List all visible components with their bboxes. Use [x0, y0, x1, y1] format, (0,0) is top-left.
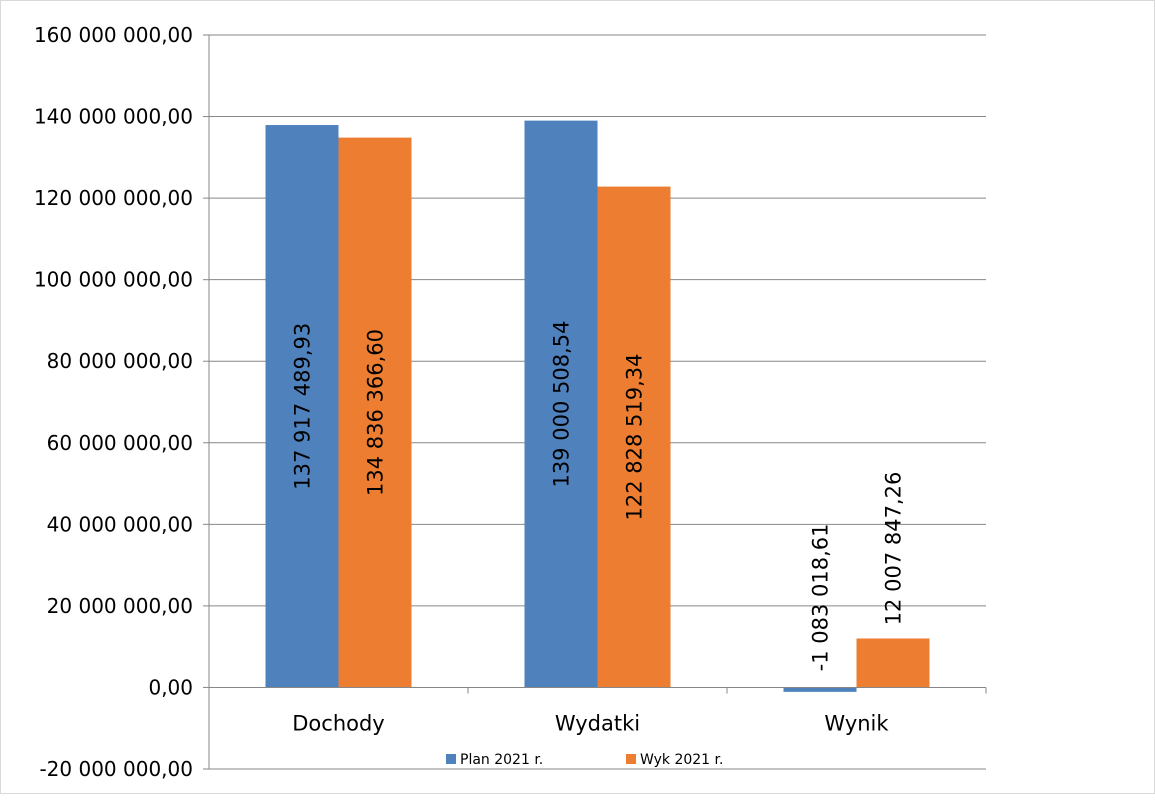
x-category-label: Dochody [292, 711, 384, 735]
bar-wyk-2021-r--dochody [338, 137, 412, 688]
data-label: 122 828 519,34 [622, 354, 646, 521]
bar-wyk-2021-r--wydatki [597, 186, 671, 688]
y-tick-label: 100 000 000,00 [34, 268, 193, 292]
bar-plan-2021-r--wydatki [524, 120, 598, 688]
y-tick-label: 40 000 000,00 [47, 512, 193, 536]
y-tick-label: 80 000 000,00 [47, 349, 193, 373]
bar-plan-2021-r--wynik [783, 687, 857, 692]
legend-swatch-1 [446, 754, 456, 764]
bar-wyk-2021-r--wynik [856, 638, 930, 688]
data-label: 137 917 489,93 [290, 323, 314, 490]
x-category-label: Wydatki [555, 711, 640, 735]
data-label: 12 007 847,26 [881, 472, 905, 626]
y-tick-label: 120 000 000,00 [34, 186, 193, 210]
y-tick-label: 160 000 000,00 [34, 23, 193, 47]
y-tick-label: 20 000 000,00 [47, 594, 193, 618]
y-tick-label: 0,00 [148, 675, 193, 699]
legend-label-2: Wyk 2021 r. [640, 752, 723, 768]
data-label: -1 083 018,61 [808, 524, 832, 672]
legend-swatch-2 [626, 754, 636, 764]
data-label: 139 000 508,54 [549, 321, 573, 488]
data-label: 134 836 366,60 [363, 329, 387, 496]
y-tick-label: -20 000 000,00 [39, 757, 193, 781]
y-tick-label: 60 000 000,00 [47, 431, 193, 455]
y-tick-label: 140 000 000,00 [34, 105, 193, 129]
legend-label-1: Plan 2021 r. [460, 752, 543, 768]
x-category-label: Wynik [824, 711, 889, 735]
bar-plan-2021-r--dochody [265, 125, 339, 688]
